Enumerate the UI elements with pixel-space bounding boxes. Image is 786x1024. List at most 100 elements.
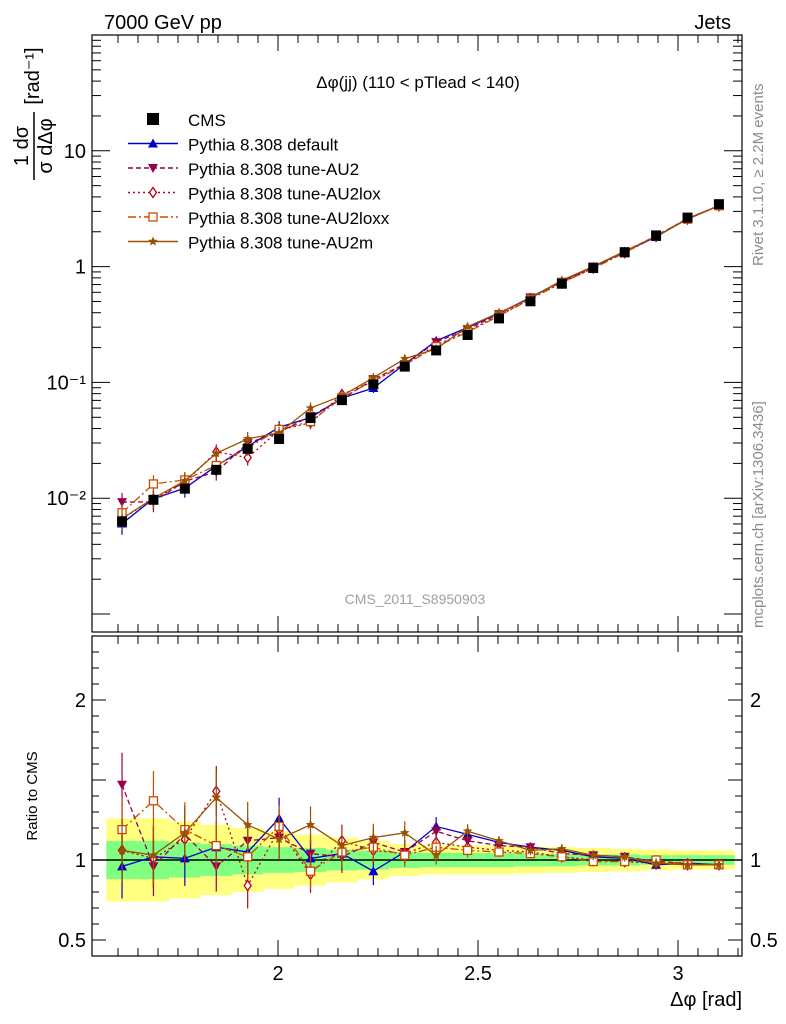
- main-point-au2loxx: [148, 479, 159, 489]
- ratio-point-au2m: [400, 827, 410, 837]
- ratio-ytick-label-right: 0.5: [750, 930, 778, 952]
- main-ytick-label: 10⁻¹: [47, 372, 87, 394]
- main-point-au2m: [211, 448, 222, 458]
- ratio-point-au2m: [274, 834, 284, 844]
- legend-marker-cms: [147, 113, 159, 125]
- ratio-ytick-label: 1: [75, 850, 86, 872]
- ratio-point-au2m: [557, 843, 567, 853]
- cms-point: [619, 247, 630, 258]
- cms-point: [494, 313, 504, 324]
- ratio-point-au2loxx: [148, 796, 159, 806]
- x-tick-label: 2: [272, 963, 283, 985]
- cms-point: [117, 516, 128, 527]
- legend-marker-au2lox: [148, 186, 158, 199]
- cms-point: [682, 212, 693, 223]
- ratio-line-au2loxx: [121, 799, 719, 873]
- legend-label-au2: Pythia 8.308 tune-AU2: [188, 160, 359, 179]
- cms-point: [525, 296, 536, 307]
- mcplots-label: mcplots.cern.ch [arXiv:1306.3436]: [750, 401, 767, 628]
- cms-point: [431, 345, 442, 356]
- cms-point: [651, 230, 662, 241]
- main-point-au2m: [462, 321, 473, 331]
- ratio-point-au2m: [494, 835, 504, 845]
- ratio-point-au2m: [588, 850, 598, 860]
- ratio-ytick-label: 0.5: [58, 930, 86, 952]
- ratio-ytick-label: 2: [75, 690, 86, 712]
- main-ylabel-top: 1 dσ: [11, 125, 33, 166]
- ratio-point-au2: [117, 780, 128, 790]
- main-ylabel: 1 dσ σ dΔφ [rad⁻¹]: [11, 47, 57, 180]
- cms-point: [242, 443, 253, 454]
- main-ytick-label: 1: [75, 257, 86, 279]
- main-ylabel-unit: [rad⁻¹]: [22, 47, 44, 104]
- cms-point: [462, 329, 473, 340]
- ratio-point-au2loxx: [557, 852, 567, 862]
- main-point-au2m: [305, 403, 316, 413]
- cms-point: [556, 278, 567, 289]
- ratio-point-au2m: [305, 819, 316, 829]
- main-point-au2m: [242, 433, 253, 443]
- ratio-point-au2m: [117, 845, 127, 855]
- main-point-au2: [117, 498, 128, 508]
- cms-point: [368, 379, 379, 390]
- ratio-point-au2m: [619, 851, 630, 861]
- legend-label-cms: CMS: [188, 111, 226, 130]
- ratio-point-au2m: [525, 845, 536, 855]
- main-frame: [91, 34, 743, 633]
- main-point-au2m: [180, 475, 190, 485]
- main-line-au2m: [121, 205, 720, 520]
- ratio-line-default: [121, 817, 719, 872]
- ratio-point-au2m: [148, 850, 159, 860]
- ratio-ytick-label-right: 1: [750, 850, 761, 872]
- main-ytick-label: 10⁻²: [47, 488, 87, 510]
- ratio-point-au2m: [714, 859, 724, 869]
- x-tick-label: 2.5: [464, 963, 492, 985]
- cms-point: [148, 494, 159, 505]
- ratio-point-au2m: [180, 827, 190, 837]
- legend-label-default: Pythia 8.308 default: [188, 136, 339, 155]
- cms-point: [305, 413, 316, 424]
- cms-point: [588, 262, 599, 273]
- ratio-point-au2loxx: [494, 847, 504, 857]
- cms-point: [179, 483, 190, 494]
- main-ylabel-bottom: σ dΔφ: [35, 118, 57, 173]
- ratio-line-au2: [121, 784, 719, 868]
- ratio-series-layer: [117, 752, 724, 909]
- axes-layer: 10⁻² 10⁻¹ 1 10 0.5 0.5 1 1 2 2 2 2.5 3: [47, 34, 778, 985]
- cms-data-points: [117, 199, 724, 527]
- rivet-label: Rivet 3.1.10, ≥ 2.2M events: [750, 84, 767, 267]
- legend-marker-au2m: [148, 236, 158, 246]
- legend-label-au2loxx: Pythia 8.308 tune-AU2loxx: [188, 209, 390, 228]
- energy-label: 7000 GeV pp: [104, 12, 222, 34]
- ratio-ylabel: Ratio to CMS: [24, 751, 41, 840]
- main-line-au2loxx: [121, 205, 720, 514]
- main-point-au2lox: [243, 451, 252, 464]
- legend-marker-au2: [148, 164, 158, 173]
- ratio-line-au2m: [121, 796, 719, 866]
- process-label: Jets: [694, 12, 731, 34]
- ratio-point-au2m: [242, 819, 253, 829]
- ratio-point-default: [368, 866, 379, 876]
- main-ytick-label: 10: [64, 141, 86, 163]
- legend-label-au2lox: Pythia 8.308 tune-AU2lox: [188, 185, 381, 204]
- cms-point: [211, 464, 222, 475]
- ratio-point-au2loxx: [400, 850, 410, 860]
- legend-marker-au2loxx: [148, 212, 158, 222]
- ratio-point-au2loxx: [211, 840, 221, 851]
- legend: CMS Pythia 8.308 default Pythia 8.308 tune…: [128, 111, 390, 253]
- analysis-watermark: CMS_2011_S8950903: [345, 591, 486, 607]
- ratio-ytick-label-right: 2: [750, 690, 761, 712]
- x-tick-label: 3: [672, 963, 683, 985]
- legend-label-au2m: Pythia 8.308 tune-AU2m: [188, 234, 373, 253]
- ratio-point-au2m: [651, 858, 661, 868]
- cms-point: [713, 199, 724, 210]
- plot-title: Δφ(jj) (110 < pTlead < 140): [316, 73, 520, 92]
- cms-point: [336, 395, 347, 406]
- ratio-point-au2lox: [243, 879, 252, 892]
- ratio-point-au2m: [462, 826, 473, 836]
- ratio-point-au2m: [368, 832, 379, 842]
- ratio-point-au2loxx: [462, 845, 473, 856]
- legend-marker-default: [148, 138, 158, 148]
- ratio-point-au2: [431, 827, 442, 837]
